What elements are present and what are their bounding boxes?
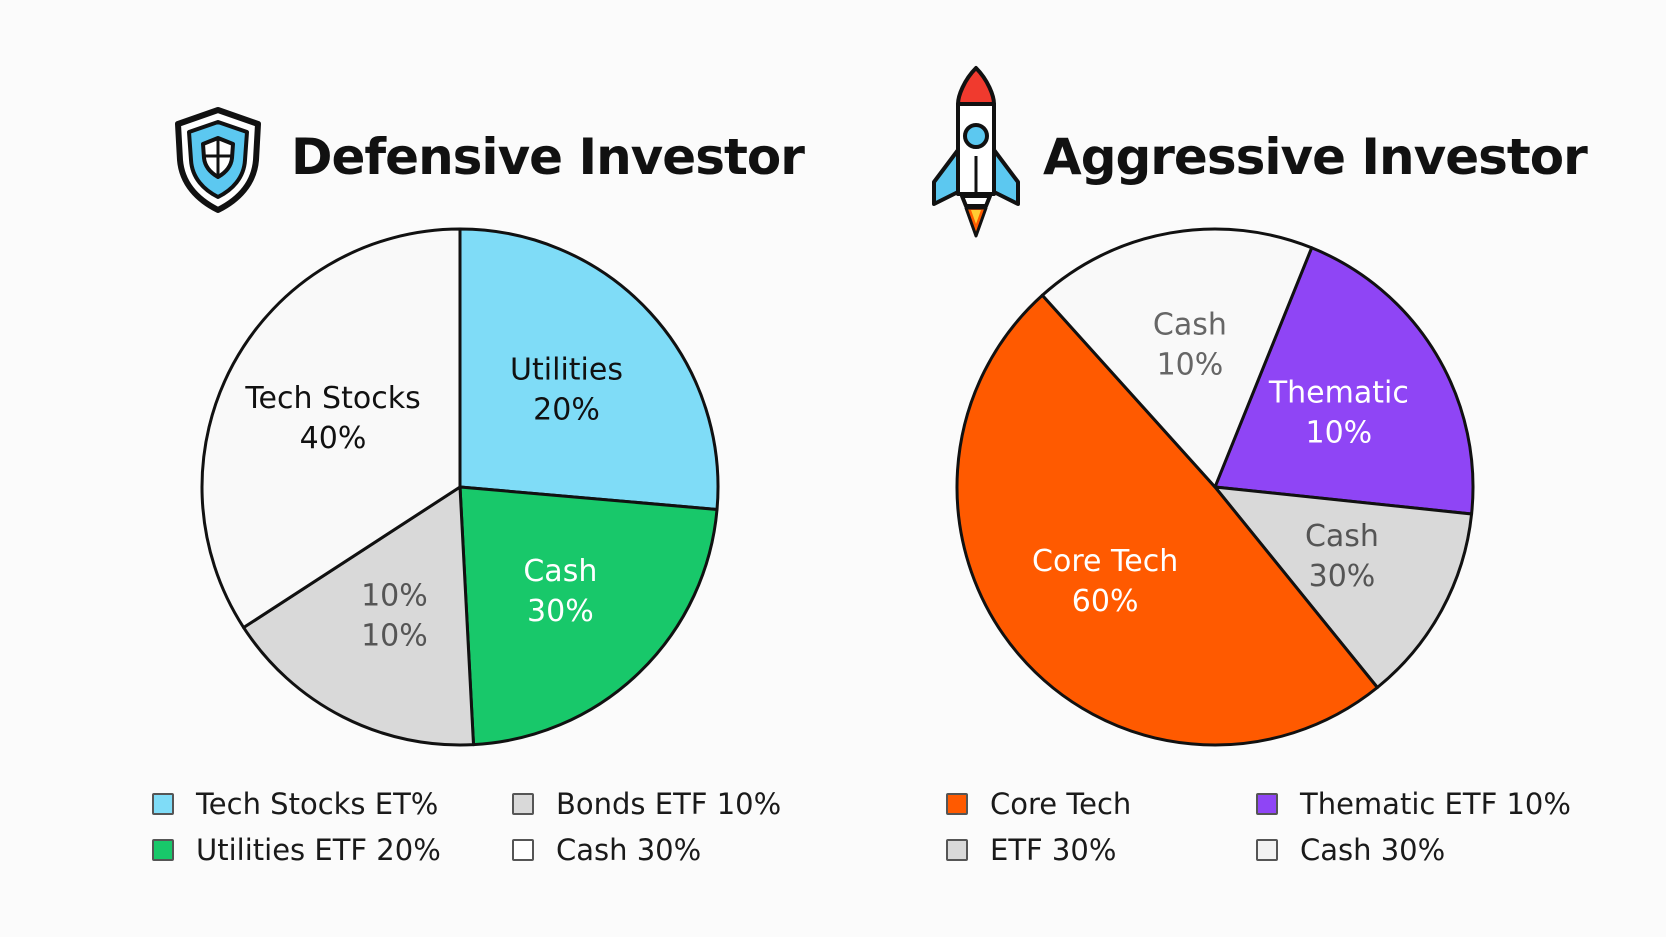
pie-slice [458, 227, 720, 511]
defensive-legend: Tech Stocks ET% Bonds ETF 10% Utilities … [152, 787, 782, 867]
legend-swatch [1256, 793, 1278, 815]
legend-label: Cash 30% [1300, 833, 1446, 867]
legend-item: Cash 30% [512, 833, 782, 867]
legend-swatch [152, 793, 174, 815]
slice-label: Cash [1305, 519, 1379, 554]
legend-swatch [512, 793, 534, 815]
slice-value-label: 30% [527, 594, 594, 629]
legend-swatch [946, 793, 968, 815]
rocket-icon [928, 64, 1024, 248]
slice-value-label: 10% [361, 619, 428, 654]
legend-swatch [946, 839, 968, 861]
legend-item: ETF 30% [946, 833, 1176, 867]
slice-label: 10% [361, 579, 428, 614]
slice-value-label: 60% [1072, 584, 1139, 619]
pie-slice [458, 485, 719, 747]
legend-item: Utilities ETF 20% [152, 833, 441, 867]
defensive-pie: Utilities 20% Cash 30% 10% 10% Tech Stocks 40% [200, 227, 720, 747]
slice-label: Cash [523, 554, 597, 589]
pie-slice [1213, 485, 1474, 690]
legend-label: ETF 30% [990, 833, 1117, 867]
slice-label: Tech Stocks [244, 381, 420, 416]
aggressive-pie: Thematic 10% Cash 30% Core Tech 60% Cash 10% [955, 227, 1475, 747]
aggressive-title: Aggressive Investor [1043, 128, 1588, 186]
shield-icon [170, 104, 266, 220]
legend-item: Thematic ETF 10% [1256, 787, 1571, 821]
pie-slice [1040, 227, 1314, 489]
pie-slice [200, 227, 462, 630]
defensive-title: Defensive Investor [291, 128, 805, 186]
slice-value-label: 40% [300, 421, 367, 456]
legend-swatch [512, 839, 534, 861]
slice-value-label: 30% [1309, 559, 1376, 594]
legend-item: Core Tech [946, 787, 1176, 821]
legend-item: Tech Stocks ET% [152, 787, 438, 821]
legend-label: Cash 30% [556, 833, 702, 867]
legend-item: Cash 30% [1256, 833, 1556, 867]
legend-label: Core Tech [990, 787, 1132, 821]
legend-label: Tech Stocks ET% [196, 787, 439, 821]
legend-swatch [1256, 839, 1278, 861]
legend-item: Bonds ETF 10% [512, 787, 782, 821]
slice-label: Thematic [1268, 376, 1409, 411]
legend-label: Thematic ETF 10% [1300, 787, 1571, 821]
legend-swatch [152, 839, 174, 861]
slice-label: Utilities [510, 352, 623, 387]
aggressive-legend: Core Tech Thematic ETF 10% ETF 30% Cash … [946, 787, 1571, 867]
pie-slice [1213, 246, 1475, 516]
slice-value-label: 20% [533, 392, 600, 427]
slice-label: Cash [1153, 308, 1227, 343]
legend-label: Utilities ETF 20% [196, 833, 441, 867]
slice-label: Core Tech [1032, 544, 1178, 579]
slice-value-label: 10% [1157, 348, 1224, 383]
pie-slice [242, 485, 476, 747]
legend-label: Bonds ETF 10% [556, 787, 782, 821]
pie-slice [955, 293, 1379, 747]
slice-value-label: 10% [1305, 416, 1372, 451]
